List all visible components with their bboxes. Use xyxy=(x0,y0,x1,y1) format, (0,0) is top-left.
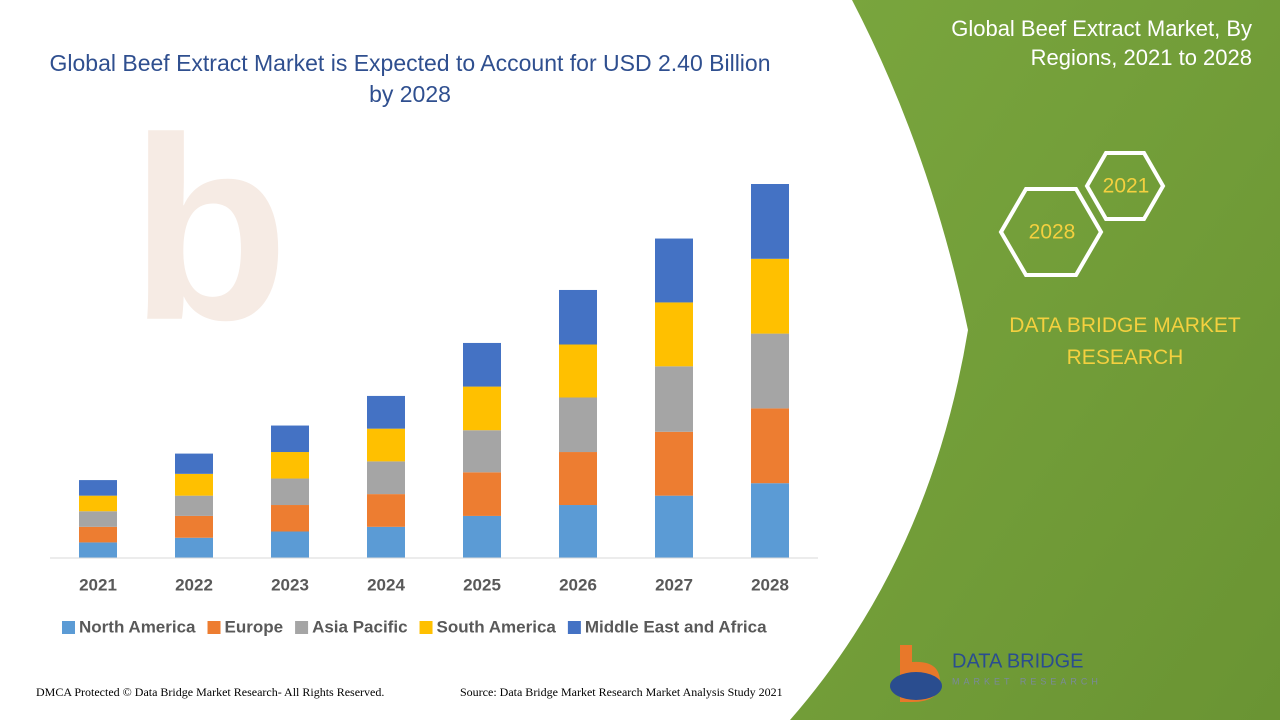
brand-box: DATA BRIDGE MARKET RESEARCH xyxy=(1009,314,1241,369)
legend-swatch xyxy=(295,621,309,634)
bar-segment xyxy=(367,395,405,429)
bar-segment xyxy=(367,461,405,495)
legend-label: Middle East and Africa xyxy=(585,617,767,636)
sidebar-brand: DATA BRIDGE MARKET RESEARCH xyxy=(1009,314,1241,369)
bar-segment xyxy=(655,495,693,558)
footer-source: Source: Data Bridge Market Research Mark… xyxy=(460,685,783,699)
legend-label: Europe xyxy=(225,617,284,636)
bar-segment xyxy=(559,344,597,398)
bar-segment xyxy=(367,494,405,527)
x-tick-label: 2025 xyxy=(463,575,501,594)
bar-segment xyxy=(367,526,405,558)
bar-segment xyxy=(655,366,693,432)
legend-label: South America xyxy=(437,617,557,636)
x-tick-label: 2026 xyxy=(559,575,597,594)
x-tick-label: 2028 xyxy=(751,575,789,594)
bar-segment xyxy=(79,542,117,558)
sidebar-title: Global Beef Extract Market, By Regions, … xyxy=(951,16,1252,70)
x-tick-label: 2021 xyxy=(79,575,117,594)
bar-segment xyxy=(751,408,789,484)
legend-swatch xyxy=(62,621,75,634)
bar-segment xyxy=(175,473,213,496)
legend-swatch xyxy=(419,621,433,634)
hexagon-label: 2028 xyxy=(1029,221,1076,244)
bar-segment xyxy=(463,472,501,516)
bar-segment xyxy=(367,428,405,462)
sidebar-title-box: Global Beef Extract Market, By Regions, … xyxy=(951,16,1252,70)
bar-segment xyxy=(79,480,117,496)
bar-segment xyxy=(271,478,309,506)
logo-mark xyxy=(890,672,942,700)
bar-segment xyxy=(175,495,213,516)
bar-segment xyxy=(559,289,597,345)
logo-name: DATA BRIDGE xyxy=(952,650,1084,672)
hexagon xyxy=(1084,151,1166,221)
bar-segment xyxy=(751,258,789,334)
bar-segment xyxy=(79,526,117,543)
title-box: Global Beef Extract Market is Expected t… xyxy=(49,50,771,107)
bar-segment xyxy=(463,515,501,558)
bar-segment xyxy=(175,515,213,538)
bar-segment xyxy=(79,495,117,512)
bar-segment xyxy=(655,431,693,496)
legend-label: Asia Pacific xyxy=(312,617,407,636)
logo-tagline: MARKET RESEARCH xyxy=(952,676,1102,686)
bar-segment xyxy=(175,537,213,558)
x-tick-label: 2027 xyxy=(655,575,693,594)
legend-swatch xyxy=(207,621,221,634)
bar-segment xyxy=(751,184,789,259)
bar-segment xyxy=(559,505,597,558)
bar-segment xyxy=(655,238,693,303)
bar-segment xyxy=(559,397,597,453)
bar-segment xyxy=(655,302,693,367)
bar-segment xyxy=(559,452,597,506)
legend-swatch xyxy=(567,621,581,634)
bar-segment xyxy=(751,483,789,558)
bar-segment xyxy=(79,511,117,527)
hexagon-label: 2021 xyxy=(1103,175,1150,198)
bar-segment xyxy=(271,452,309,479)
bar-segment xyxy=(271,505,309,532)
bar-segment xyxy=(463,430,501,473)
hexagon xyxy=(998,187,1104,277)
bar-segment xyxy=(271,425,309,453)
x-tick-label: 2023 xyxy=(271,575,309,594)
legend-label: North America xyxy=(79,617,196,636)
x-tick-label: 2022 xyxy=(175,575,213,594)
bar-segment xyxy=(175,453,213,474)
bar-segment xyxy=(463,342,501,387)
chart-title: Global Beef Extract Market is Expected t… xyxy=(49,50,771,107)
watermark: b xyxy=(130,85,289,375)
bar-segment xyxy=(463,386,501,431)
x-tick-label: 2024 xyxy=(367,575,405,594)
bar-segment xyxy=(751,333,789,409)
bar-segment xyxy=(271,531,309,558)
footer-copyright: DMCA Protected © Data Bridge Market Rese… xyxy=(36,685,384,699)
